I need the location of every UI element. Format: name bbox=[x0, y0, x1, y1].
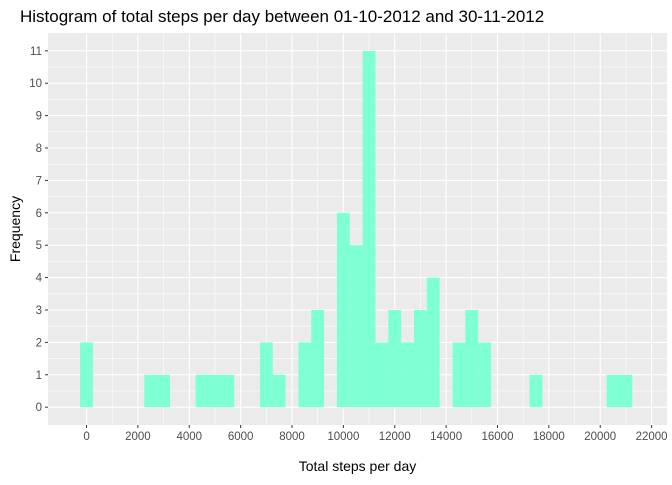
histogram-bar bbox=[465, 309, 479, 408]
histogram-bar bbox=[208, 374, 222, 408]
x-tick-label: 12000 bbox=[379, 431, 411, 443]
x-axis-label: Total steps per day bbox=[299, 458, 417, 474]
x-axis: 0 2000 4000 6000 8000 10000 12000 14000 16000 180… bbox=[83, 425, 668, 443]
histogram-bar bbox=[362, 50, 376, 408]
histogram-bar bbox=[375, 342, 389, 408]
histogram-bar bbox=[349, 245, 363, 408]
histogram-bars bbox=[80, 50, 633, 408]
x-tick-label: 8000 bbox=[279, 431, 305, 443]
y-tick-label: 3 bbox=[36, 305, 42, 317]
x-tick-label: 22000 bbox=[636, 431, 668, 443]
x-tick-label: 10000 bbox=[327, 431, 359, 443]
histogram-bar bbox=[401, 342, 415, 408]
x-tick-label: 14000 bbox=[430, 431, 462, 443]
histogram-bar bbox=[298, 342, 312, 408]
histogram-bar bbox=[259, 342, 273, 408]
y-tick-label: 9 bbox=[36, 111, 42, 123]
histogram-bar bbox=[80, 342, 93, 408]
histogram-bar bbox=[619, 374, 633, 408]
histogram-bar bbox=[606, 374, 620, 408]
y-tick-label: 2 bbox=[36, 337, 42, 349]
x-tick-label: 20000 bbox=[584, 431, 616, 443]
y-tick-label: 4 bbox=[36, 273, 43, 285]
histogram-bar bbox=[414, 309, 427, 408]
y-tick-label: 0 bbox=[36, 402, 42, 414]
y-tick-label: 8 bbox=[36, 143, 42, 155]
histogram-bar bbox=[144, 374, 158, 408]
y-axis: 0 1 2 3 4 5 6 7 8 9 10 11 bbox=[29, 46, 48, 414]
histogram-bar bbox=[529, 374, 543, 408]
chart-title: Histogram of total steps per day between… bbox=[20, 7, 544, 26]
y-tick-label: 11 bbox=[30, 46, 42, 58]
histogram-bar bbox=[452, 342, 466, 408]
histogram-bar bbox=[221, 374, 235, 408]
y-tick-label: 5 bbox=[36, 240, 42, 252]
x-tick-label: 6000 bbox=[228, 431, 254, 443]
x-tick-label: 18000 bbox=[533, 431, 565, 443]
histogram-bar bbox=[272, 374, 286, 408]
histogram-bar bbox=[195, 374, 209, 408]
x-tick-label: 16000 bbox=[481, 431, 513, 443]
histogram-bar bbox=[478, 342, 492, 408]
histogram-bar bbox=[311, 309, 325, 408]
y-tick-label: 6 bbox=[36, 208, 42, 220]
x-tick-label: 0 bbox=[83, 431, 89, 443]
y-tick-label: 1 bbox=[36, 370, 42, 382]
y-tick-label: 10 bbox=[29, 78, 42, 90]
histogram-bar bbox=[426, 277, 440, 408]
histogram-bar bbox=[157, 374, 171, 408]
histogram-bar bbox=[336, 212, 350, 408]
x-tick-label: 2000 bbox=[125, 431, 151, 443]
y-axis-label: Frequency bbox=[7, 196, 23, 262]
x-tick-label: 4000 bbox=[176, 431, 202, 443]
y-tick-label: 7 bbox=[36, 175, 42, 187]
histogram-bar bbox=[388, 309, 402, 408]
